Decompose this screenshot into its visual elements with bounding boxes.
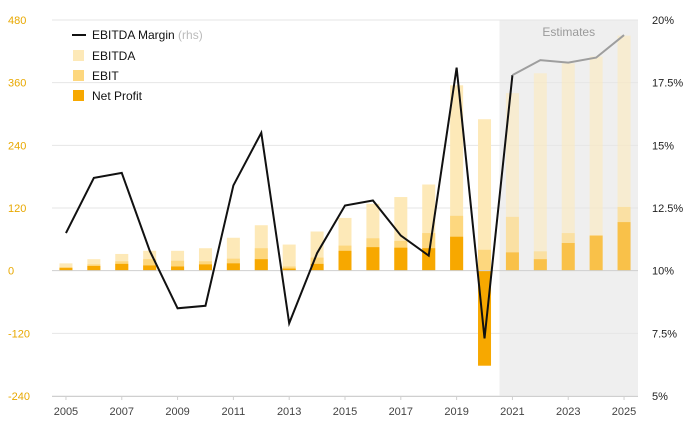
x-tick-label: 2021	[500, 406, 524, 418]
bar-net-profit-2011	[226, 263, 240, 271]
right-tick-label: 15%	[652, 140, 674, 152]
bar-net-profit-2012	[254, 259, 268, 271]
left-tick-label: 360	[8, 78, 26, 90]
right-tick-label: 7.5%	[652, 328, 677, 340]
bar-ebitda-2022	[533, 73, 547, 271]
right-axis-ticks: 20% 17.5% 15% 12.5% 10% 7.5% 5%	[652, 15, 683, 403]
right-tick-label: 5%	[652, 391, 668, 403]
bar-net-profit-2023	[561, 242, 575, 271]
legend-swatch-ebit	[73, 70, 84, 81]
x-tick-label: 2017	[389, 406, 413, 418]
estimates-label: Estimates	[542, 25, 595, 39]
left-axis-ticks: 480 360 240 120 0 -120 -240	[8, 15, 30, 403]
bar-ebit-2008	[143, 259, 157, 271]
left-tick-label: 120	[8, 203, 26, 215]
bar-net-profit-2007	[115, 263, 129, 271]
bar-net-profit-2020	[478, 270, 492, 366]
legend-label-ebitda-margin: EBITDA Margin (rhs)	[92, 28, 203, 42]
x-axis-ticks: 2005 2007 2009 2011 2013 2015 2017 2019 2021 2023…	[54, 396, 636, 418]
bar-net-profit-2016	[366, 247, 380, 271]
bar-net-profit-2015	[338, 250, 352, 271]
legend: EBITDA Margin (rhs) EBITDA EBIT Net Prof…	[72, 28, 203, 103]
legend-label-net-profit: Net Profit	[92, 89, 143, 103]
bar-net-profit-2005	[59, 268, 73, 271]
bar-ebit-2020	[478, 249, 492, 271]
bar-ebitda-2023	[561, 63, 575, 271]
left-tick-label: 0	[8, 266, 14, 278]
bar-ebitda-2024	[589, 56, 603, 271]
ebitda-margin-line	[65, 67, 514, 339]
bar-net-profit-2014	[310, 263, 324, 271]
bar-net-profit-2022	[533, 259, 547, 271]
bar-ebit-2013	[282, 266, 296, 271]
x-tick-label: 2011	[222, 406, 246, 418]
bar-net-profit-2013	[282, 268, 296, 271]
right-tick-label: 12.5%	[652, 203, 683, 215]
x-tick-label: 2013	[277, 406, 301, 418]
x-tick-label: 2019	[444, 406, 468, 418]
legend-rhs-note: (rhs)	[178, 28, 203, 42]
bar-net-profit-2019	[450, 236, 464, 271]
ebitda-margin-estimate-line	[511, 34, 625, 77]
legend-swatch-ebitda	[73, 50, 84, 61]
left-tick-label: 240	[8, 140, 26, 152]
net-profit-bars	[59, 222, 631, 366]
bar-ebit-2009	[171, 260, 185, 271]
right-tick-label: 17.5%	[652, 78, 683, 90]
x-tick-label: 2025	[612, 406, 636, 418]
x-tick-label: 2015	[333, 406, 357, 418]
bar-net-profit-2025	[617, 222, 631, 271]
bar-net-profit-2008	[143, 265, 157, 271]
bar-net-profit-2009	[171, 266, 185, 271]
bar-net-profit-2021	[505, 252, 519, 271]
legend-label-ebitda: EBITDA	[92, 49, 135, 63]
bar-ebitda-2020	[478, 119, 492, 271]
bar-ebitda-2013	[282, 244, 296, 271]
right-tick-label: 10%	[652, 266, 674, 278]
legend-swatch-net-profit	[73, 90, 84, 101]
legend-label-ebit: EBIT	[92, 69, 119, 83]
bar-net-profit-2006	[87, 265, 101, 271]
left-tick-label: -120	[8, 328, 30, 340]
bar-net-profit-2024	[589, 235, 603, 271]
right-tick-label: 20%	[652, 15, 674, 27]
x-tick-label: 2023	[556, 406, 580, 418]
x-tick-label: 2005	[54, 406, 78, 418]
left-tick-label: -240	[8, 391, 30, 403]
bar-net-profit-2017	[394, 247, 408, 271]
bar-net-profit-2010	[198, 264, 212, 271]
x-tick-label: 2007	[110, 406, 134, 418]
left-tick-label: 480	[8, 15, 26, 27]
x-tick-label: 2009	[165, 406, 189, 418]
